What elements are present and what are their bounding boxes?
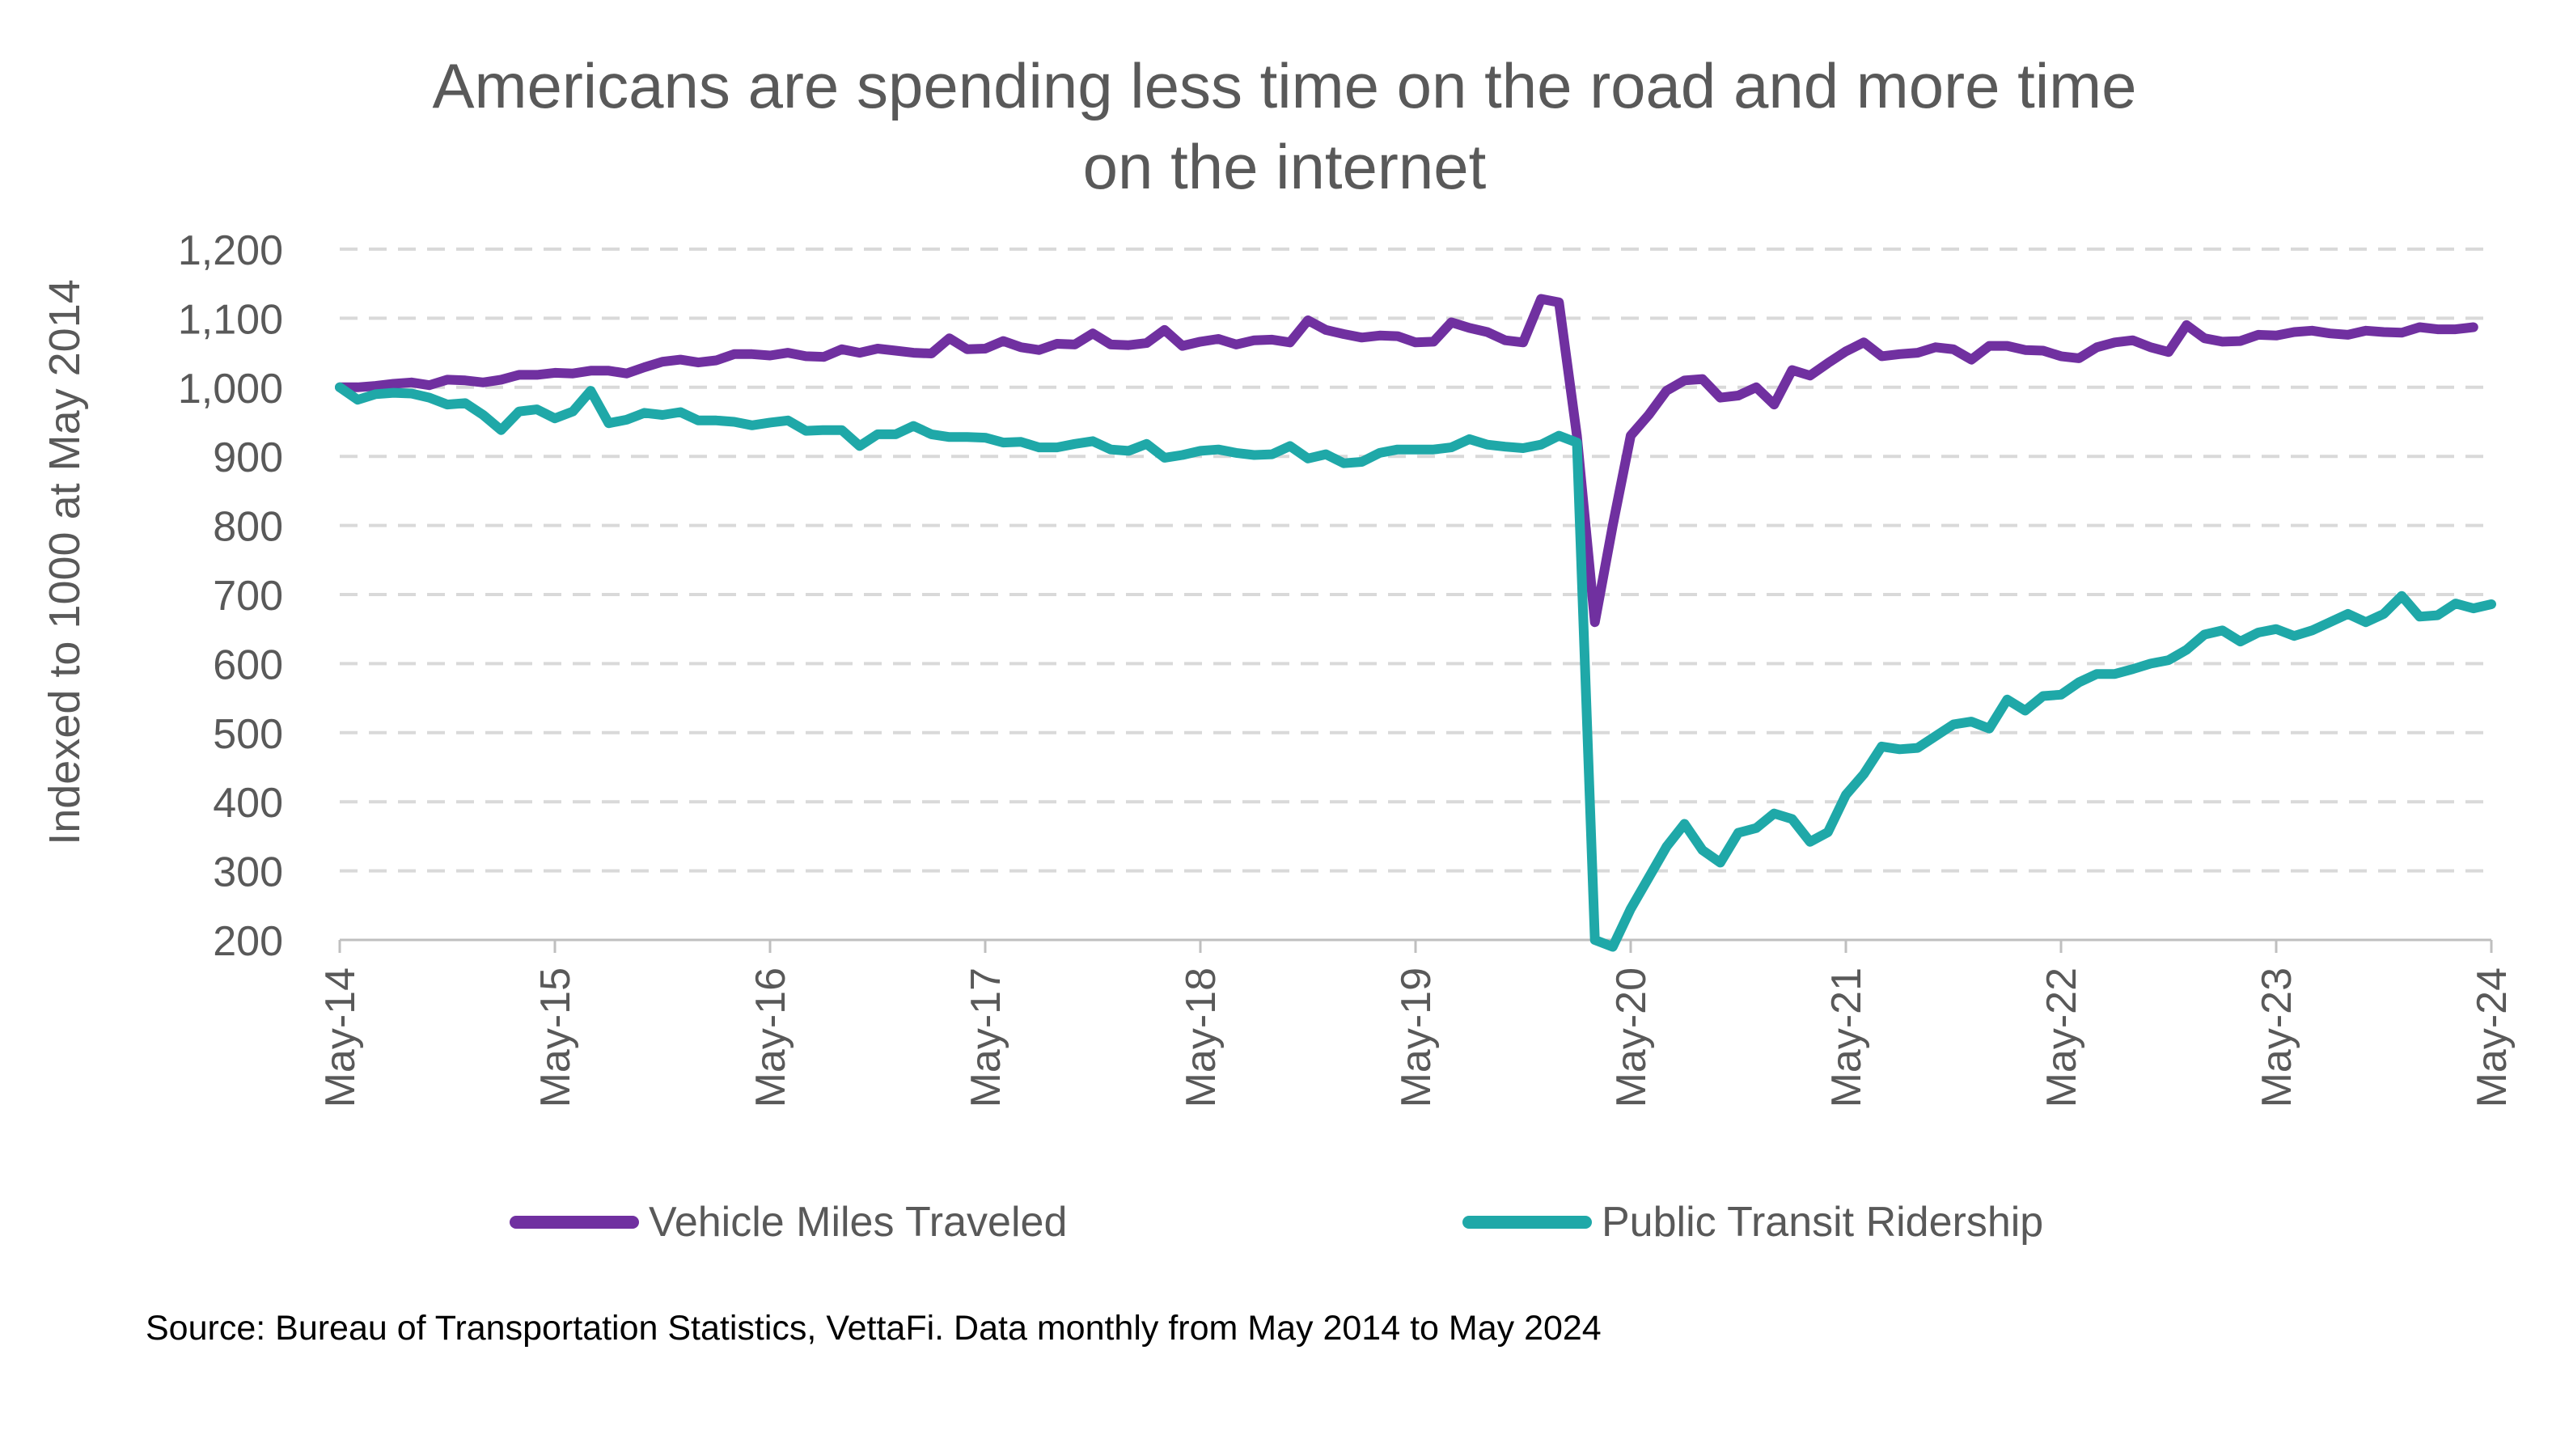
- chart-title: Americans are spending less time on the …: [0, 45, 2569, 207]
- axes: [338, 938, 2493, 953]
- x-tick-label: May-17: [963, 967, 1009, 1107]
- gridlines: [340, 248, 2491, 873]
- y-tick-label: 1,100: [178, 296, 283, 343]
- chart-title-line-1: Americans are spending less time on the …: [432, 50, 2137, 121]
- series-line-public-transit: [335, 382, 2496, 952]
- x-tick-label: May-21: [1823, 967, 1870, 1107]
- y-tick-label: 800: [213, 504, 283, 551]
- x-tick-label: May-22: [2038, 967, 2085, 1107]
- y-tick-label: 700: [213, 573, 283, 620]
- x-tick-label: May-14: [317, 967, 364, 1107]
- y-tick-label: 400: [213, 780, 283, 827]
- y-tick-label: 300: [213, 849, 283, 896]
- x-tick-label: May-24: [2469, 967, 2516, 1107]
- y-tick-label: 1,000: [178, 366, 283, 413]
- x-tick-label: May-19: [1393, 967, 1440, 1107]
- y-tick-label: 500: [213, 711, 283, 758]
- y-tick-label: 1,200: [178, 227, 283, 274]
- x-tick-label: May-16: [747, 967, 794, 1107]
- legend-label-public-transit: Public Transit Ridership: [1602, 1199, 2044, 1246]
- x-tick-label: May-20: [1608, 967, 1655, 1107]
- source-note: Source: Bureau of Transportation Statist…: [146, 1309, 1602, 1348]
- tick-labels: 200 300 400 500 600 700 800 900 1,000 1,100 1,200 M…: [178, 227, 2516, 1107]
- x-tick-label: May-23: [2254, 967, 2300, 1107]
- chart-title-line-2: on the internet: [1082, 131, 1487, 202]
- y-tick-label: 200: [213, 918, 283, 965]
- series-line-vehicle-miles: [335, 294, 2478, 628]
- y-tick-label: 600: [213, 641, 283, 688]
- y-axis-title: Indexed to 1000 at May 2014: [40, 279, 89, 845]
- x-tick-label: May-18: [1178, 967, 1225, 1107]
- legend-item-vehicle-miles: Vehicle Miles Traveled: [510, 1194, 1067, 1251]
- y-tick-label: 900: [213, 434, 283, 481]
- x-tick-label: May-15: [532, 967, 579, 1107]
- legend-item-public-transit: Public Transit Ridership: [1462, 1194, 2043, 1251]
- legend-swatch-vehicle-miles: [510, 1216, 639, 1229]
- legend-label-vehicle-miles: Vehicle Miles Traveled: [649, 1199, 1068, 1246]
- series-lines: [335, 294, 2496, 952]
- legend-swatch-public-transit: [1462, 1216, 1592, 1229]
